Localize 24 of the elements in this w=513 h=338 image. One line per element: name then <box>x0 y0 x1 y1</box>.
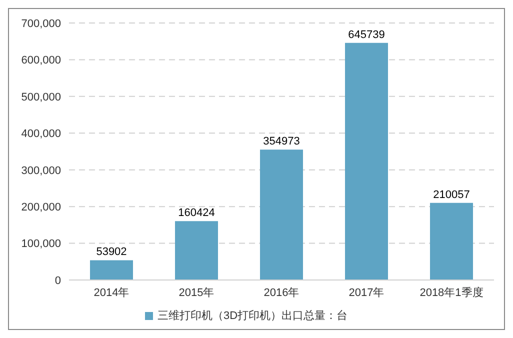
data-label: 53902 <box>96 246 127 258</box>
bar <box>260 150 303 280</box>
x-tick-label: 2015年 <box>178 286 214 299</box>
y-tick-label: 200,000 <box>21 201 61 214</box>
data-label: 645739 <box>348 28 385 41</box>
bar <box>345 42 388 280</box>
y-tick-label: 500,000 <box>21 91 61 104</box>
bar <box>175 221 218 280</box>
data-label: 354973 <box>263 136 300 148</box>
y-tick-label: 400,000 <box>21 128 61 140</box>
x-tick-label: 2016年 <box>264 286 300 299</box>
y-tick-label: 600,000 <box>21 54 61 67</box>
bar <box>430 202 473 280</box>
bar <box>90 260 133 280</box>
data-label: 160424 <box>178 207 215 220</box>
x-tick-label: 2018年1季度 <box>420 286 484 299</box>
legend-label: 三维打印机（3D打印机）出口总量：台 <box>157 310 348 322</box>
y-tick-label: 100,000 <box>21 238 61 250</box>
y-tick-label: 300,000 <box>21 164 61 177</box>
x-tick-label: 2017年 <box>348 286 384 299</box>
y-tick-label: 0 <box>54 274 61 287</box>
x-tick-label: 2014年 <box>94 286 130 299</box>
y-tick-label: 700,000 <box>21 18 61 30</box>
data-label: 210057 <box>433 188 470 201</box>
